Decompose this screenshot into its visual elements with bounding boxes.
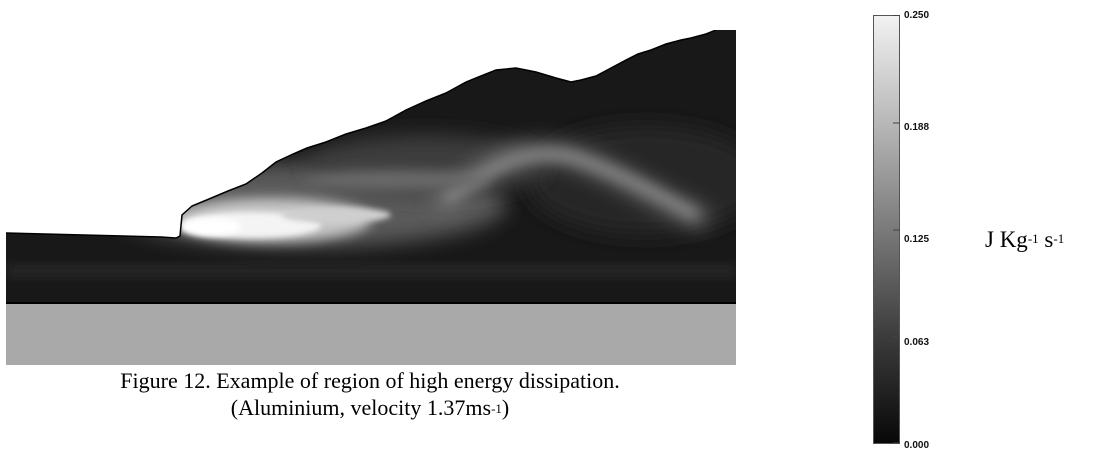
figure-caption-line2: (Aluminium, velocity 1.37ms-1) <box>230 395 510 420</box>
colorbar-tick-label: 0.063 <box>904 337 930 348</box>
free-surface-outline <box>6 30 719 239</box>
material-body <box>6 30 736 302</box>
colorbar-unit-label: J Kg-1 s-1 <box>985 227 1065 252</box>
colorbar-tick-label: 0.000 <box>904 440 930 451</box>
energy-dissipation-contour-plot <box>6 30 736 365</box>
figure-caption-line1: Figure 12. Example of region of high ene… <box>120 368 620 393</box>
colorbar-tick-label: 0.250 <box>904 10 930 21</box>
colorbar-tick-label: 0.188 <box>904 122 930 133</box>
colorbar <box>873 15 900 444</box>
colorbar-tick-label: 0.125 <box>904 234 930 245</box>
substrate-region <box>6 304 736 365</box>
